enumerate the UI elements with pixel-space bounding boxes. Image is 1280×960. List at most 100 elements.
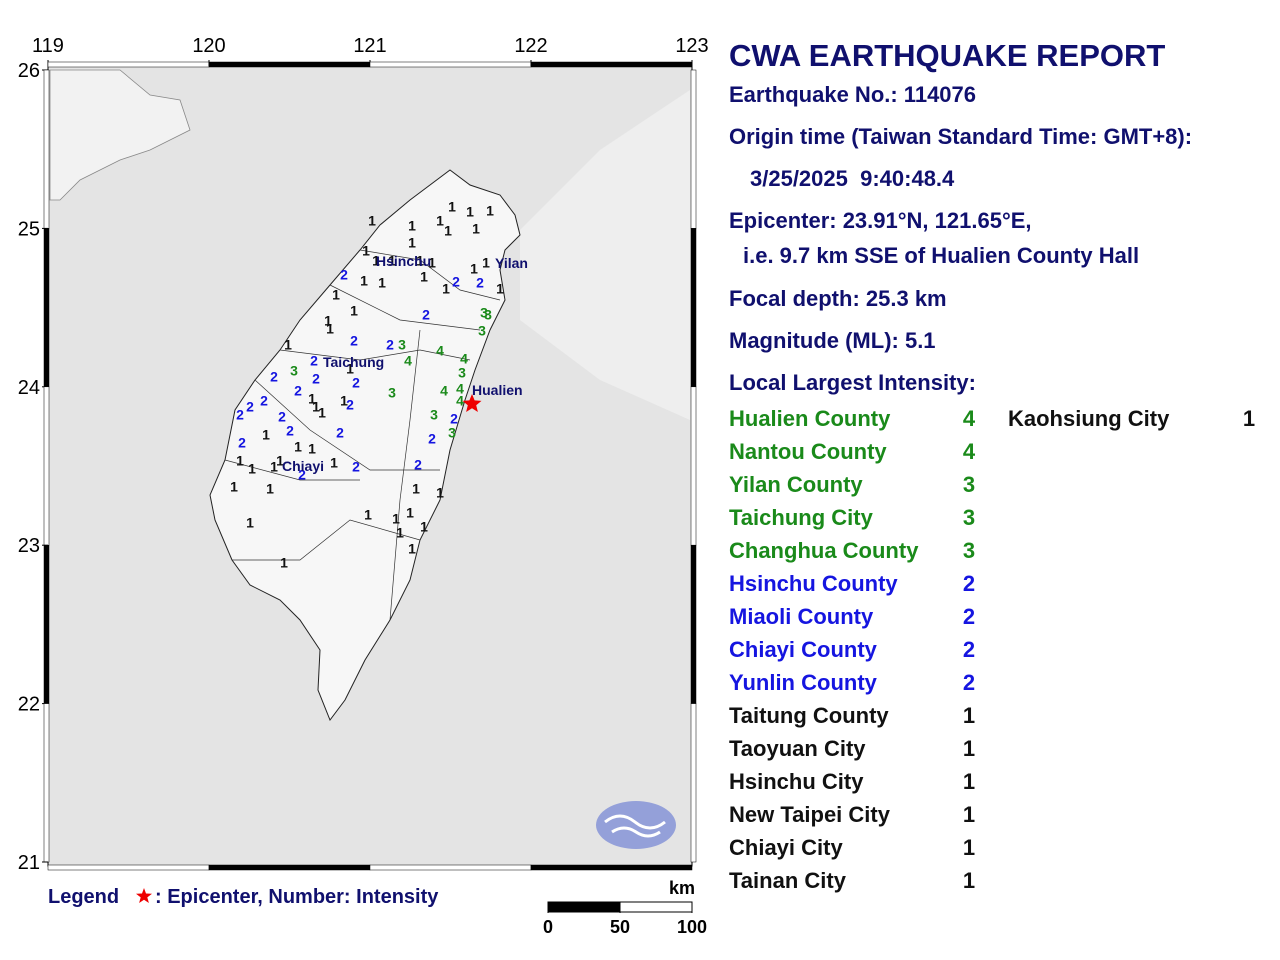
legend-star (136, 888, 152, 903)
frame-segment (43, 703, 50, 863)
station-intensity: 1 (420, 269, 428, 285)
station-intensity: 1 (408, 541, 416, 557)
station-intensity: 2 (286, 423, 294, 439)
station-intensity: 1 (436, 485, 444, 501)
station-intensity: 2 (270, 369, 278, 385)
station-intensity: 4 (436, 343, 444, 359)
lat-tick-label: 25 (18, 218, 40, 240)
frame-segment (690, 228, 697, 388)
station-intensity: 1 (408, 218, 416, 234)
frame-segment (43, 69, 50, 229)
intensity-level: 1 (963, 802, 975, 827)
scale-label: 0 (543, 917, 553, 937)
lat-tick-label: 23 (18, 535, 40, 557)
intensity-area: Yilan County (729, 472, 863, 497)
station-intensity: 3 (388, 385, 396, 401)
intensity-area: Chiayi County (729, 637, 878, 662)
frame-segment (369, 864, 532, 871)
lon-tick-label: 121 (353, 35, 386, 57)
station-intensity: 1 (318, 405, 326, 421)
station-intensity: 1 (270, 459, 278, 475)
legend-title: Legend (48, 886, 119, 908)
station-intensity: 3 (480, 305, 488, 321)
station-intensity: 1 (312, 399, 320, 415)
station-intensity: 1 (262, 427, 270, 443)
frame-segment (43, 228, 50, 388)
station-intensity: 1 (308, 391, 316, 407)
station-intensity: 1 (360, 273, 368, 289)
intensity-level: 1 (963, 835, 975, 860)
station-intensity: 2 (350, 333, 358, 349)
intensity-area: Chiayi City (729, 835, 843, 860)
station-intensity: 2 (336, 425, 344, 441)
intensity-area: Miaoli County (729, 604, 874, 629)
intensity-level: 1 (1243, 406, 1255, 431)
station-intensity: 2 (294, 383, 302, 399)
cwa-logo (596, 801, 676, 849)
station-intensity: 2 (236, 407, 244, 423)
origin-label: Origin time (Taiwan Standard Time: GMT+8… (729, 124, 1192, 149)
epicenter: Epicenter: 23.91°N, 121.65°E, (729, 208, 1032, 233)
epicenter-star (462, 394, 482, 412)
station-intensity: 2 (476, 275, 484, 291)
intensity-area: Changhua County (729, 538, 919, 563)
station-intensity: 2 (428, 431, 436, 447)
scale-label: 50 (610, 917, 630, 937)
intensity-level: 1 (963, 868, 975, 893)
map-frame (42, 60, 697, 871)
station-intensity: 2 (278, 409, 286, 425)
intensity-area: Taoyuan City (729, 736, 866, 761)
station-intensity: 1 (466, 204, 474, 220)
intensity-level: 1 (963, 703, 975, 728)
station-intensity: 1 (276, 453, 284, 469)
intensity-level: 2 (963, 571, 975, 596)
mainland-coast (49, 69, 191, 201)
intensity-level: 3 (963, 538, 975, 563)
intensity-level: 1 (963, 736, 975, 761)
border (254, 379, 440, 471)
scale-segment (547, 901, 621, 913)
station-intensity: 1 (470, 261, 478, 277)
station-intensity: 3 (458, 365, 466, 381)
station-intensity: 2 (352, 459, 360, 475)
station-intensity: 3 (484, 307, 492, 323)
station-intensity: 1 (364, 507, 372, 523)
station-intensity: 1 (368, 213, 376, 229)
border (329, 284, 481, 331)
station-intensity: 1 (378, 275, 386, 291)
station-intensity: 1 (246, 515, 254, 531)
frame-segment (43, 544, 50, 704)
station-intensity: 1 (448, 199, 456, 215)
focal-depth: Focal depth: 25.3 km (729, 286, 947, 311)
scale-label: 100 (677, 917, 707, 937)
frame-segment (43, 386, 50, 546)
station-intensity: 1 (442, 281, 450, 297)
intensity-level: 2 (963, 637, 975, 662)
station-intensity: 1 (280, 555, 288, 571)
station-intensity: 1 (412, 481, 420, 497)
intensity-area: Hsinchu County (729, 571, 898, 596)
legend-text: : Epicenter, Number: Intensity (155, 886, 439, 908)
station-intensity: 3 (290, 363, 298, 379)
station-intensity: 1 (496, 281, 504, 297)
place-label: Chiayi (282, 458, 324, 474)
station-intensity: 1 (362, 243, 370, 259)
intensity-area: Taitung County (729, 703, 889, 728)
intensity-area: Kaohsiung City (1008, 406, 1170, 431)
station-intensity: 3 (478, 323, 486, 339)
station-intensity: 2 (298, 467, 306, 483)
station-intensity: 1 (420, 519, 428, 535)
intensity-area: Yunlin County (729, 670, 878, 695)
lon-tick-label: 119 (32, 35, 64, 57)
station-intensity: 1 (396, 525, 404, 541)
station-intensity: 2 (450, 411, 458, 427)
station-intensity: 1 (230, 479, 238, 495)
frame-segment (690, 544, 697, 704)
station-intensity: 1 (388, 253, 396, 269)
station-intensity: 1 (392, 511, 400, 527)
lon-tick-label: 122 (514, 35, 547, 57)
station-intensity: 1 (428, 255, 436, 271)
station-intensity: 1 (332, 287, 340, 303)
station-intensity: 1 (486, 203, 494, 219)
